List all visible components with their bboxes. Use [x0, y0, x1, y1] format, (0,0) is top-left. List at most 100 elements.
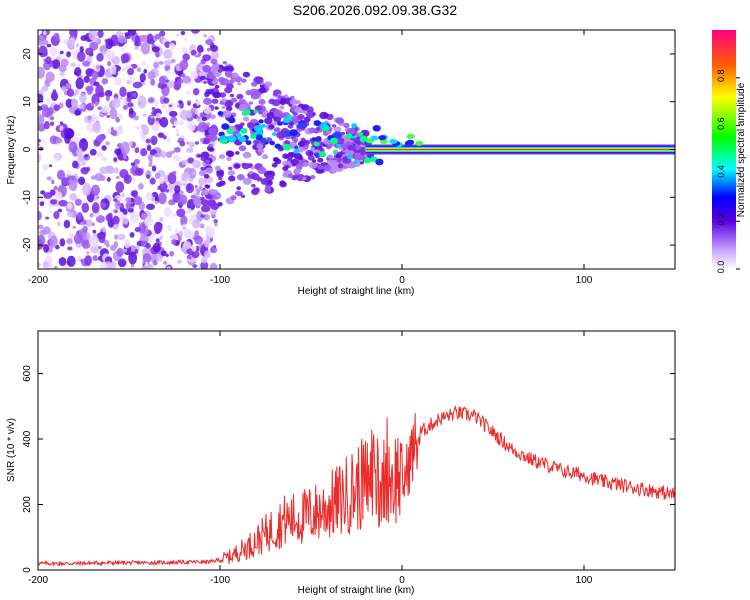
spectrogram-noise-mark	[200, 260, 209, 269]
spectrogram-noise-mark	[94, 172, 104, 182]
spectrogram-scint-mark	[305, 110, 316, 119]
spectrogram-noise-mark	[89, 212, 94, 218]
spectrogram-noise-mark	[197, 121, 208, 133]
spectrogram-noise-mark	[129, 211, 135, 219]
spectrogram-noise-mark	[186, 141, 190, 145]
spectrogram-noise-mark	[166, 224, 172, 232]
spectrogram-scint-mark	[278, 114, 285, 119]
spectrogram-scint-mark	[336, 137, 345, 145]
spectrogram-noise-mark	[87, 115, 92, 121]
spectrogram-scint-mark	[250, 92, 260, 100]
spectrogram-scint-mark	[260, 178, 269, 185]
spectrogram-scint-mark	[250, 183, 256, 188]
spectrogram-noise-mark	[91, 240, 98, 247]
spectrogram-noise-mark	[136, 67, 142, 73]
bottom-y-axis-label: SNR (10 * v/v)	[6, 418, 17, 482]
spectrogram-noise-mark	[91, 202, 100, 214]
spectrogram-noise-mark	[194, 141, 200, 145]
spectrogram-noise-mark	[176, 133, 180, 137]
spectrogram-noise-mark	[89, 114, 99, 123]
spectrogram-noise-mark	[140, 148, 148, 157]
spectrogram-noise-mark	[168, 104, 173, 108]
spectrogram-noise-mark	[95, 65, 101, 70]
spectrogram-noise-mark	[127, 208, 134, 213]
spectrogram-bright-mark	[272, 132, 277, 137]
spectrogram-noise-mark	[195, 99, 199, 102]
spectrogram-noise-mark	[107, 61, 112, 67]
spectrogram-noise-mark	[203, 34, 207, 38]
spectrogram-noise-mark	[122, 104, 128, 110]
spectrogram-bright-mark	[293, 148, 300, 154]
spectrogram-noise-mark	[151, 107, 156, 111]
spectrogram-noise-mark	[49, 46, 58, 57]
spectrogram-bright-mark	[351, 123, 358, 129]
spectrogram-noise-mark	[169, 250, 174, 257]
spectrogram-scint-mark	[200, 196, 205, 201]
spectrogram-noise-mark	[192, 219, 201, 229]
spectrogram-scint-mark	[272, 121, 278, 126]
spectrogram-noise-mark	[190, 107, 196, 114]
spectrogram-scint-mark	[225, 106, 233, 112]
spectrogram-noise-mark	[48, 164, 53, 168]
spectrogram-scint-mark	[327, 154, 334, 159]
spectrogram-scint-mark	[198, 170, 207, 177]
spectrogram-noise-mark	[127, 68, 135, 76]
spectrogram-scint-mark	[218, 64, 224, 69]
spectrogram-noise-mark	[66, 51, 72, 58]
spectrogram-bright-mark	[335, 144, 341, 148]
spectrogram-noise-mark	[178, 230, 184, 237]
spectrogram-noise-mark	[133, 158, 140, 165]
spectrogram-noise-mark	[61, 85, 66, 92]
spectrogram-noise-mark	[117, 233, 126, 241]
spectrogram-scint-mark	[261, 154, 269, 160]
spectrogram-noise-mark	[140, 41, 150, 55]
snr-panel: -200 -100 0 100 0 200 400 600 Height of straigh…	[6, 330, 676, 596]
bottom-y-tick-label: 200	[22, 496, 33, 513]
spectrogram-scint-mark	[236, 186, 242, 191]
spectrogram-scint-mark	[241, 162, 247, 167]
bottom-y-tick-label: 600	[22, 365, 33, 382]
spectrogram-noise-mark	[38, 153, 42, 162]
spectrogram-noise-mark	[163, 206, 172, 217]
spectrogram-scint-mark	[230, 195, 237, 201]
spectrogram-noise-mark	[97, 245, 102, 250]
spectrogram-scint-mark	[242, 177, 252, 185]
spectrogram-noise-mark	[54, 32, 60, 40]
spectrogram-noise-mark	[50, 91, 59, 102]
spectrogram-noise-mark	[157, 132, 165, 138]
spectrogram-noise-mark	[82, 182, 92, 196]
spectrogram-scint-mark	[200, 75, 206, 81]
spectrogram-scint-mark	[200, 166, 206, 171]
spectrogram-scint-mark	[302, 176, 307, 181]
spectrogram-noise-mark	[77, 133, 81, 136]
spectrogram-scint-mark	[240, 194, 246, 199]
spectrogram-scint-mark	[242, 71, 251, 78]
spectrogram-bright-mark	[313, 141, 320, 147]
spectrogram-scint-mark	[211, 98, 219, 104]
spectrogram-scint-mark	[279, 181, 287, 188]
spectrogram-noise-mark	[97, 106, 103, 111]
spectrogram-noise-mark	[141, 61, 146, 66]
spectrogram-scint-mark	[248, 170, 254, 175]
spectrogram-noise-mark	[154, 100, 159, 107]
spectrogram-noise-mark	[97, 30, 104, 39]
spectrogram-noise-mark	[66, 88, 75, 97]
spectrogram-scint-mark	[264, 117, 273, 125]
spectrogram-noise-mark	[192, 189, 197, 195]
spectrogram-noise-mark	[208, 88, 214, 95]
spectrogram-scint-mark	[250, 166, 255, 170]
spectrogram-scint-mark	[258, 99, 266, 105]
spectrogram-scint-mark	[200, 156, 207, 162]
spectrogram-noise-mark	[72, 160, 79, 169]
spectrogram-scint-mark	[205, 159, 210, 164]
bottom-y-tick-label: 0	[22, 567, 33, 573]
spectrogram-scint-mark	[271, 162, 278, 168]
spectrogram-noise-mark	[160, 250, 167, 257]
spectrogram-scint-mark	[211, 79, 219, 85]
spectrogram-noise-mark	[109, 64, 117, 75]
spectrogram-noise-mark	[145, 191, 153, 201]
spectrogram-noise-mark	[78, 176, 86, 186]
spectrogram-scint-mark	[317, 164, 324, 170]
spectrogram-noise-mark	[187, 157, 195, 164]
spectrogram-noise-mark	[154, 33, 162, 40]
